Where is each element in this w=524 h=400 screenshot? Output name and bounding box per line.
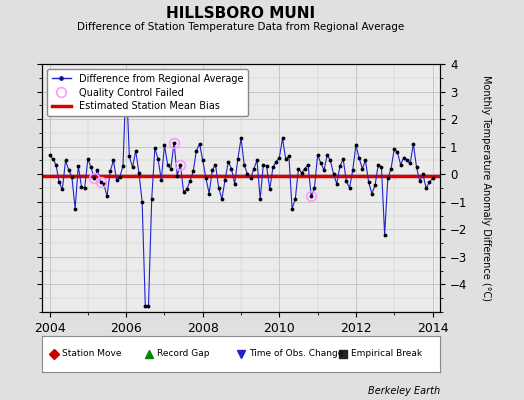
Y-axis label: Monthly Temperature Anomaly Difference (°C): Monthly Temperature Anomaly Difference (… xyxy=(481,75,491,301)
Text: Berkeley Earth: Berkeley Earth xyxy=(368,386,440,396)
Text: Station Move: Station Move xyxy=(62,350,122,358)
Legend: Difference from Regional Average, Quality Control Failed, Estimated Station Mean: Difference from Regional Average, Qualit… xyxy=(47,69,248,116)
Text: Time of Obs. Change: Time of Obs. Change xyxy=(249,350,343,358)
Text: Record Gap: Record Gap xyxy=(157,350,210,358)
Text: Difference of Station Temperature Data from Regional Average: Difference of Station Temperature Data f… xyxy=(78,22,405,32)
Text: Empirical Break: Empirical Break xyxy=(351,350,422,358)
Text: HILLSBORO MUNI: HILLSBORO MUNI xyxy=(167,6,315,21)
